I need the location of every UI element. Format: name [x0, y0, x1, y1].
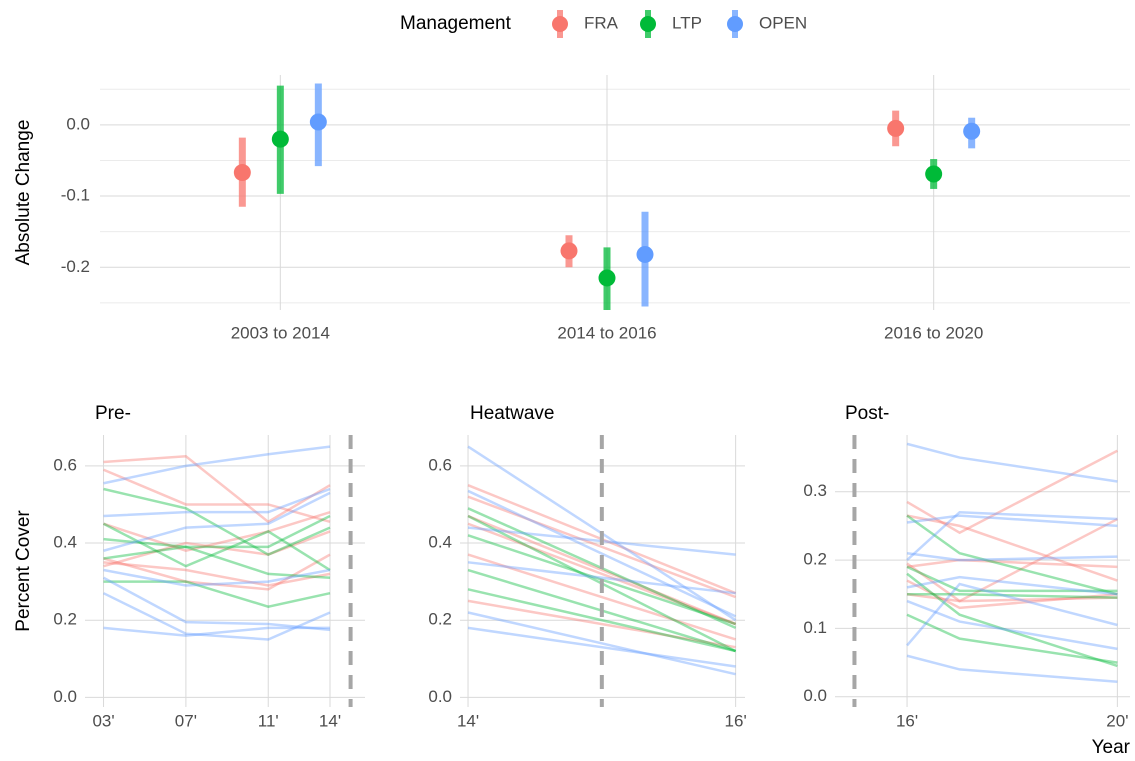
legend-label: OPEN	[759, 13, 807, 32]
y-tick-label: 0.6	[428, 455, 452, 474]
x-tick-label: 03'	[92, 711, 114, 730]
line	[467, 588, 736, 653]
legend-title: Management	[400, 13, 512, 34]
x-tick-label: 14'	[457, 711, 479, 730]
line	[907, 592, 1118, 599]
x-tick-label: 16'	[725, 711, 747, 730]
line	[103, 491, 331, 552]
line	[467, 495, 737, 599]
y-tick-label: 0.1	[803, 618, 827, 637]
point	[271, 130, 289, 148]
line	[467, 522, 737, 626]
line	[467, 599, 736, 649]
line	[906, 579, 1118, 610]
legend-key	[552, 16, 568, 32]
line	[906, 551, 1118, 562]
y-tick-label: 0.4	[53, 533, 77, 552]
line	[103, 454, 331, 524]
line	[906, 599, 1118, 651]
x-tick-label: 11'	[258, 711, 279, 730]
x-tick-label: 2014 to 2016	[557, 323, 656, 342]
line	[906, 514, 1118, 596]
point	[887, 119, 905, 137]
line	[103, 626, 330, 637]
line	[906, 592, 1118, 603]
y-tick-label: 0.2	[803, 550, 827, 569]
y-tick-label: 0.2	[53, 610, 77, 629]
line	[103, 445, 331, 485]
x-axis-title: Year	[1092, 737, 1131, 758]
legend-label: FRA	[584, 13, 619, 32]
line	[103, 580, 331, 608]
line	[906, 514, 1118, 582]
y-tick-label: -0.1	[61, 186, 90, 205]
legend-label: LTP	[672, 13, 702, 32]
x-tick-label: 2003 to 2014	[231, 323, 330, 342]
line	[103, 545, 331, 579]
y-axis-title: Percent Cover	[13, 510, 34, 632]
line	[467, 611, 736, 676]
y-tick-label: 0.0	[803, 686, 827, 705]
point	[233, 164, 251, 182]
panel-title: Pre-	[95, 403, 131, 424]
line	[906, 517, 1118, 603]
x-tick-label: 16'	[896, 711, 918, 730]
legend-key	[727, 16, 743, 32]
line	[103, 530, 331, 568]
line	[467, 514, 737, 626]
line	[467, 553, 737, 641]
line	[906, 449, 1118, 535]
y-axis-title: Absolute Change	[13, 120, 34, 266]
y-tick-label: -0.2	[61, 257, 90, 276]
y-tick-label: 0.6	[53, 455, 77, 474]
line	[906, 575, 1118, 596]
x-tick-label: 2016 to 2020	[884, 323, 983, 342]
line	[103, 514, 331, 549]
y-tick-label: 0.2	[428, 610, 452, 629]
line	[103, 487, 331, 556]
point	[598, 269, 616, 287]
line	[467, 561, 736, 595]
y-tick-label: 0.3	[803, 481, 827, 500]
point	[560, 242, 578, 260]
line	[102, 576, 331, 632]
line	[906, 572, 1118, 668]
line	[467, 489, 737, 618]
line	[103, 553, 331, 591]
line	[102, 522, 331, 572]
legend-key	[640, 16, 656, 32]
x-tick-label: 14'	[319, 711, 341, 730]
panel-title: Heatwave	[470, 403, 555, 424]
point	[309, 113, 327, 131]
y-tick-label: 0.0	[66, 114, 90, 133]
line	[102, 592, 331, 641]
y-tick-label: 0.0	[53, 687, 77, 706]
line	[906, 613, 1118, 664]
x-tick-label: 20'	[1106, 711, 1128, 730]
line	[906, 582, 1118, 647]
line	[906, 565, 1118, 593]
panel-title: Post-	[845, 403, 889, 424]
line	[906, 442, 1118, 483]
line	[103, 510, 331, 553]
line	[103, 468, 331, 524]
line	[467, 626, 736, 668]
point	[925, 165, 943, 183]
point	[636, 245, 654, 263]
line	[103, 561, 331, 587]
point	[963, 122, 981, 140]
y-tick-label: 0.4	[428, 533, 452, 552]
line	[103, 487, 331, 518]
y-tick-label: 0.0	[428, 687, 452, 706]
line	[103, 568, 331, 587]
line	[906, 510, 1118, 561]
line	[906, 654, 1118, 683]
x-tick-label: 07'	[175, 711, 197, 730]
line	[906, 558, 1118, 569]
line	[906, 514, 1118, 528]
